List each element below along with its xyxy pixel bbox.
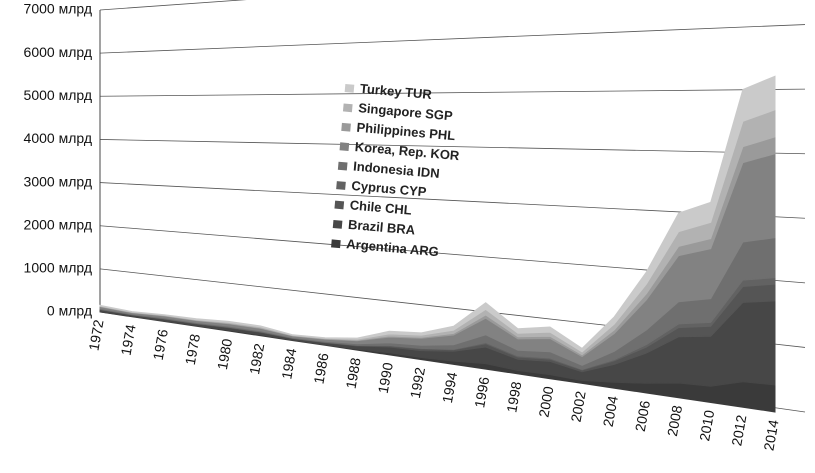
x-tick-label: 2010 [696, 409, 717, 443]
legend-swatch [334, 200, 345, 210]
grid-line [99, 139, 806, 155]
x-tick-label: 1984 [278, 347, 299, 381]
y-tick-label: 2000 млрд [24, 216, 92, 232]
x-tick-label: 1986 [310, 352, 331, 386]
legend-swatch [337, 161, 348, 171]
y-tick-label: 6000 млрд [24, 44, 92, 60]
x-tick-label: 1988 [343, 356, 364, 390]
y-tick-label: 4000 млрд [24, 130, 92, 146]
legend-swatch [332, 219, 343, 229]
grid-line [99, 88, 806, 97]
x-tick-label: 2012 [728, 413, 749, 447]
x-tick-label: 1976 [150, 328, 171, 362]
legend-swatch [331, 239, 341, 249]
x-tick-label: 2000 [535, 385, 556, 419]
legend-label: Turkey TUR [359, 81, 433, 102]
x-tick-label: 1980 [214, 337, 235, 371]
legend-swatch [336, 181, 346, 190]
y-tick-label: 7000 млрд [24, 1, 92, 17]
grid-line [99, 0, 247, 11]
grid-line [99, 24, 806, 54]
x-tick-label: 2002 [568, 390, 589, 424]
y-tick-label: 3000 млрд [24, 173, 92, 189]
x-tick-label: 1982 [246, 342, 267, 376]
x-tick-label: 1994 [439, 371, 460, 405]
y-tick-label: 0 млрд [47, 303, 92, 319]
y-tick-label: 1000 млрд [24, 260, 92, 276]
x-tick-label: 2008 [664, 404, 685, 438]
x-tick-label: 2014 [760, 418, 781, 452]
x-tick-label: 1974 [118, 323, 139, 357]
x-tick-label: 1972 [85, 318, 106, 352]
x-tick-label: 1992 [407, 366, 428, 400]
x-tick-label: 2004 [600, 394, 621, 428]
legend-swatch [341, 122, 351, 132]
legend-swatch [339, 142, 350, 152]
area [99, 75, 776, 353]
y-tick-label: 5000 млрд [24, 87, 92, 103]
legend-label: Chile CHL [349, 197, 412, 217]
x-tick-label: 1998 [503, 380, 524, 414]
legend-label: Argentina ARG [346, 236, 440, 259]
x-tick-label: 1978 [182, 332, 203, 366]
x-tick-label: 1990 [375, 361, 396, 395]
x-tick-label: 1996 [471, 375, 492, 409]
legend-swatch [344, 84, 355, 93]
legend-label: Indonesia IDN [353, 158, 441, 180]
legend-label: Cyprus CYP [351, 178, 427, 200]
legend-swatch [342, 103, 353, 113]
legend-label: Brazil BRA [347, 217, 416, 238]
x-tick-label: 2006 [632, 399, 653, 433]
